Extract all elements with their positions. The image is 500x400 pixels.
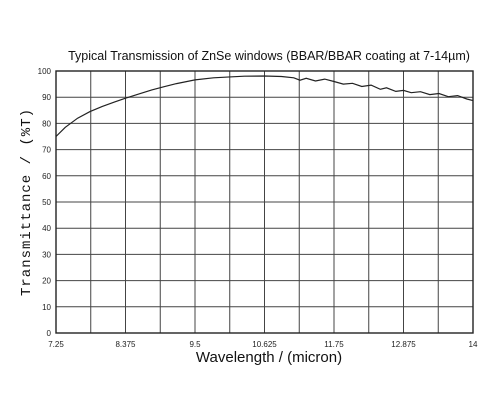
- y-tick-label: 50: [42, 198, 51, 207]
- y-tick-labels: 0 10 20 30 40 50 60 70 80 90 100: [38, 67, 52, 338]
- x-tick-label: 11.75: [324, 340, 344, 349]
- y-tick-label: 20: [42, 277, 51, 286]
- plot-frame: [55, 70, 474, 334]
- y-tick-label: 0: [47, 329, 52, 338]
- grid-lines: [56, 71, 473, 333]
- y-axis-label: Transmittance / (%T): [19, 108, 35, 296]
- x-tick-labels: 7.25 8.375 9.5 10.625 11.75 12.875 14: [48, 340, 478, 349]
- y-tick-label: 40: [42, 224, 51, 233]
- x-tick-label: 9.5: [189, 340, 201, 349]
- y-tick-label: 60: [42, 172, 51, 181]
- transmission-curve: [55, 75, 474, 137]
- y-tick-label: 70: [42, 146, 51, 155]
- y-tick-label: 10: [42, 303, 51, 312]
- x-tick-label: 12.875: [391, 340, 416, 349]
- y-tick-label: 30: [42, 250, 51, 259]
- x-tick-label: 8.375: [115, 340, 136, 349]
- y-tick-label: 100: [38, 67, 52, 76]
- y-tick-label: 90: [42, 93, 51, 102]
- chart-title: Typical Transmission of ZnSe windows (BB…: [68, 49, 470, 63]
- y-tick-label: 80: [42, 119, 51, 128]
- x-tick-label: 10.625: [252, 340, 277, 349]
- x-axis-label: Wavelength / (micron): [196, 349, 342, 366]
- x-tick-label: 14: [469, 340, 478, 349]
- x-tick-label: 7.25: [48, 340, 64, 349]
